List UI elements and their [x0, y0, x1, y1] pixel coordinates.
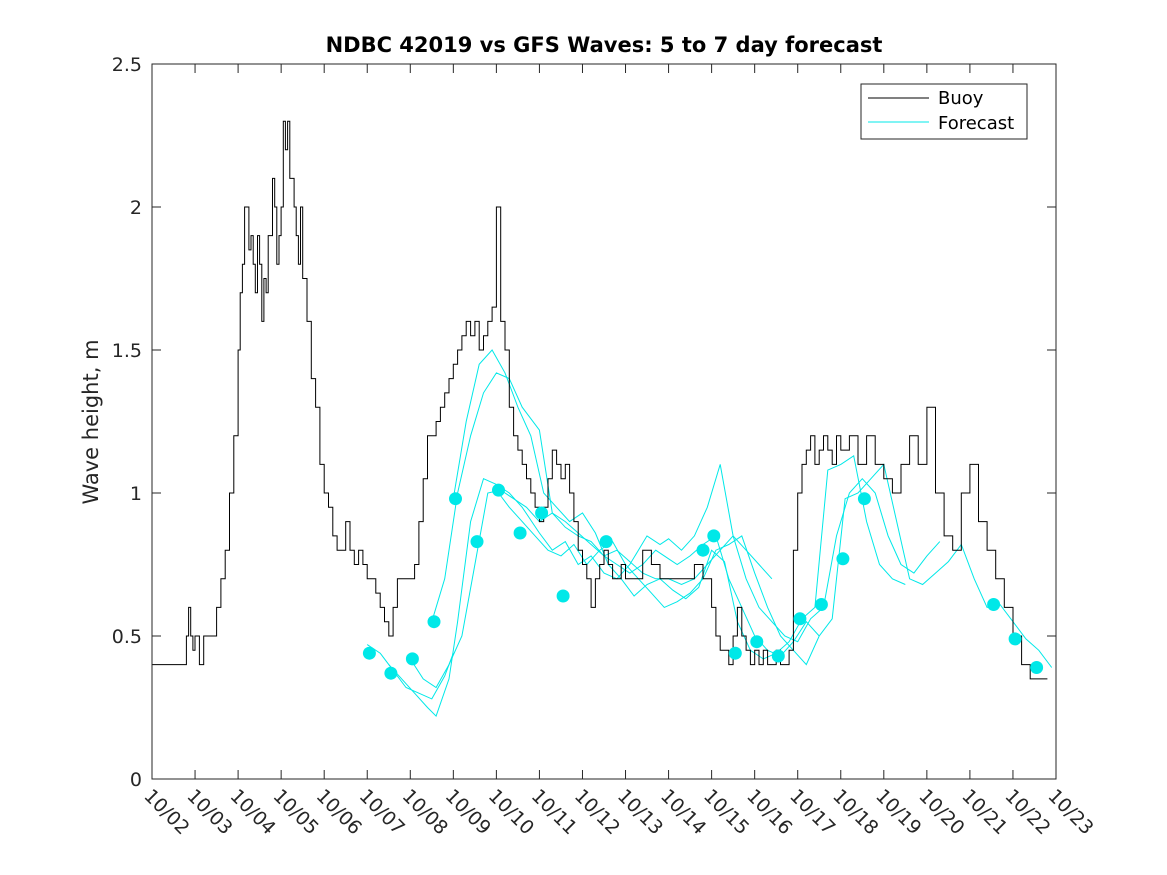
forecast-line-4 [431, 372, 941, 643]
forecast-marker-5 [449, 492, 462, 506]
y-tick-label-2: 1 [130, 483, 142, 505]
forecast-marker-15 [750, 635, 764, 649]
forecast-marker-10 [556, 589, 570, 603]
legend-forecast-label: Forecast [938, 113, 1014, 134]
plot-lines [152, 120, 1053, 718]
y-tick-label-4: 2 [130, 197, 142, 219]
forecast-marker-14 [728, 646, 742, 660]
forecast-marker-22 [1008, 632, 1022, 646]
y-axis-ticks: 0 0.5 1 1.5 2 2.5 [112, 54, 1056, 791]
forecast-marker-12 [696, 543, 710, 557]
forecast-marker-16 [771, 649, 785, 663]
buoy-line [152, 120, 1048, 680]
forecast-line-6 [495, 463, 1053, 668]
chart-title: NDBC 42019 vs GFS Waves: 5 to 7 day fore… [326, 33, 883, 57]
forecast-marker-18 [814, 598, 828, 611]
forecast-marker-8 [513, 526, 527, 540]
forecast-marker-4 [427, 615, 441, 629]
forecast-marker-7 [492, 483, 505, 497]
y-axis-label: Wave height, m [79, 339, 103, 504]
forecast-marker-11 [599, 535, 613, 549]
forecast-marker-9 [535, 506, 549, 520]
forecast-marker-21 [987, 598, 1001, 611]
forecast-line-5 [452, 349, 906, 660]
forecast-marker-20 [857, 492, 871, 506]
forecast-marker-3 [405, 652, 419, 666]
y-tick-label-0: 0 [130, 769, 142, 791]
forecast-marker-13 [707, 529, 721, 543]
y-tick-label-3: 1.5 [112, 340, 142, 362]
y-tick-label-5: 2.5 [112, 54, 142, 76]
forecast-marker-1 [362, 646, 376, 660]
forecast-marker-17 [793, 612, 807, 626]
forecast-marker-23 [1030, 661, 1044, 674]
y-tick-label-1: 0.5 [112, 626, 142, 648]
legend-box [860, 83, 1028, 140]
legend: Buoy Forecast [860, 83, 1028, 140]
forecast-marker-6 [470, 535, 484, 549]
axes-box [151, 63, 1057, 780]
forecast-marker-19 [836, 552, 850, 566]
forecast-line-2 [388, 464, 773, 718]
legend-buoy-label: Buoy [938, 88, 984, 109]
forecast-marker-2 [384, 666, 398, 680]
